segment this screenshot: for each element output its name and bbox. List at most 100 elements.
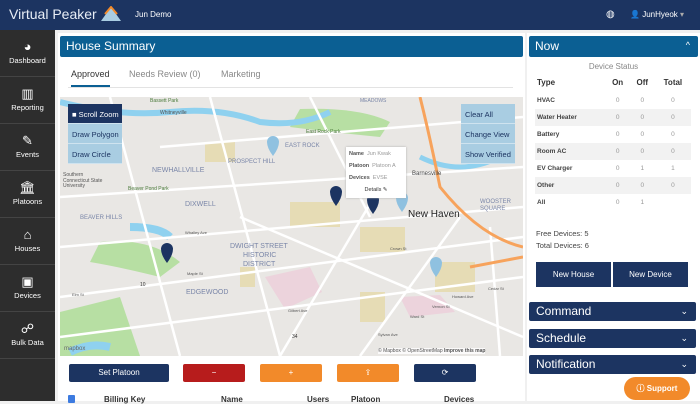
map-label: New Haven [408, 209, 460, 220]
popup-name-label: Name [349, 151, 364, 157]
mapbox-logo[interactable]: mapbox [64, 346, 86, 352]
col-name[interactable]: Name [221, 395, 243, 404]
sidebar-item-label: Houses [14, 244, 41, 253]
add-button[interactable]: + [260, 364, 322, 382]
scroll-zoom-button[interactable]: ■ Scroll Zoom [68, 104, 122, 124]
sidebar-item-devices[interactable]: ▣ Devices [0, 265, 55, 312]
support-label: Support [646, 384, 678, 393]
device-status-title: Device Status [588, 62, 639, 71]
map-label: WOOSTER SQUARE [480, 199, 511, 212]
accordion-title: Schedule [536, 331, 587, 345]
tabs: Approved Needs Review (0) Marketing [68, 66, 513, 88]
tab-approved[interactable]: Approved [71, 69, 110, 87]
cell-total: 1 [671, 165, 675, 172]
sidebar-item-label: Events [16, 150, 39, 159]
sidebar-item-dashboard[interactable]: ◕ Dashboard [0, 30, 55, 77]
map-label: Maple St [187, 271, 203, 276]
map-label: Whitneyville [160, 110, 187, 116]
map-label: MEADOWS [360, 98, 387, 104]
accordion-notification[interactable]: Notification ⌄ [529, 355, 696, 374]
popup-devices-label: Devices [349, 175, 370, 181]
upload-button[interactable]: ⇪ [337, 364, 399, 382]
user-name: JunHyeok [642, 10, 678, 19]
accordion-command[interactable]: Command ⌄ [529, 302, 696, 321]
sidebar-item-label: Bulk Data [11, 338, 44, 347]
brand-logo[interactable]: Virtual Peaker [9, 6, 97, 22]
sidebar-item-events[interactable]: ✎ Events [0, 124, 55, 171]
col-platoon[interactable]: Platoon [351, 395, 381, 404]
cell-total: 0 [654, 177, 691, 194]
map-label: Ward St [410, 314, 425, 319]
now-header[interactable]: Now ^ [529, 36, 698, 57]
sidebar-item-label: Platoons [12, 197, 43, 206]
col-off: Off [636, 78, 649, 87]
accordion-title: Command [536, 304, 592, 318]
top-header: Virtual Peaker Jun Demo ◍ 👤 JunHyeok ▾ [0, 0, 700, 30]
map[interactable]: NEWHALLVILLE PROSPECT HILL EAST ROCK DIXWEL… [60, 97, 523, 356]
dashboard-icon: ◕ [23, 39, 32, 54]
map-label: Bassett Park [150, 98, 179, 104]
map-label: BEAVER HILLS [80, 215, 123, 221]
col-users[interactable]: Users [307, 395, 330, 404]
draw-polygon-button[interactable]: Draw Polygon [68, 124, 122, 144]
tab-marketing[interactable]: Marketing [221, 69, 261, 79]
globe-icon[interactable]: ◍ [606, 9, 615, 20]
sidebar-item-label: Reporting [11, 103, 44, 112]
cell-off: 0 [629, 143, 655, 160]
cell-on: 0 [615, 199, 620, 206]
cell-type: Battery [537, 131, 560, 138]
set-platoon-button[interactable]: Set Platoon [69, 364, 169, 382]
improve-map-link[interactable]: Improve this map [444, 348, 486, 354]
cell-type: All [537, 199, 546, 206]
col-type: Type [537, 78, 556, 87]
chevron-down-icon: ⌄ [680, 359, 688, 369]
map-label: DISTRICT [243, 261, 276, 268]
support-button[interactable]: ⓘ Support [624, 377, 690, 400]
draw-circle-button[interactable]: Draw Circle [68, 144, 122, 164]
right-panel: Now ^ Device Status Type On Off Total HVAC 0 0 0… [527, 33, 700, 401]
map-label: NEWHALLVILLE [152, 167, 205, 174]
cell-on: 0 [615, 165, 620, 172]
map-label: 34 [292, 334, 298, 340]
change-view-button[interactable]: Change View [461, 124, 515, 144]
attribution-text[interactable]: © Mapbox © OpenStreetMap [378, 348, 443, 354]
chevron-up-icon[interactable]: ^ [685, 40, 690, 50]
map-label: Elm St [72, 292, 84, 297]
tab-needs-review[interactable]: Needs Review (0) [129, 69, 201, 79]
refresh-button[interactable]: ⟳ [414, 364, 476, 382]
remove-button[interactable]: − [183, 364, 245, 382]
sidebar-item-platoons[interactable]: 🏛 Platoons [0, 171, 55, 218]
popup-platoon-label: Platoon [349, 163, 370, 169]
sidebar-item-houses[interactable]: ⌂ Houses [0, 218, 55, 265]
sidebar-item-reporting[interactable]: ▥ Reporting [0, 77, 55, 124]
select-all-checkbox[interactable] [68, 395, 75, 403]
cell-total: 0 [671, 97, 675, 104]
map-label: East Rock Park [306, 129, 341, 135]
sidebar-item-bulk-data[interactable]: ☍ Bulk Data [0, 312, 55, 359]
cell-type: Other [535, 177, 606, 194]
cell-off: 0 [640, 131, 645, 138]
map-attribution: © Mapbox © OpenStreetMap Improve this ma… [378, 348, 486, 354]
platoons-icon: 🏛 [19, 180, 36, 195]
popup-details-link[interactable]: Details ✎ [364, 187, 388, 193]
col-on: On [612, 78, 624, 87]
popup-platoon: Platoon A [372, 163, 396, 169]
house-popup: Name Jun Kwak Platoon Platoon A Devices EVS… [346, 147, 406, 198]
map-tiles[interactable] [60, 97, 523, 356]
sidebar-item-label: Devices [14, 291, 41, 300]
new-house-button[interactable]: New House [536, 262, 611, 287]
cell-total: 0 [654, 143, 691, 160]
col-devices[interactable]: Devices [444, 395, 475, 404]
accordion-schedule[interactable]: Schedule ⌄ [529, 329, 696, 348]
bulk-data-icon: ☍ [20, 321, 35, 336]
show-verified-button[interactable]: Show Verified [461, 144, 515, 164]
cell-on: 0 [615, 97, 620, 104]
reporting-icon: ▥ [21, 86, 34, 101]
new-device-button[interactable]: New Device [613, 262, 688, 287]
now-title: Now [535, 39, 560, 53]
chevron-down-icon: ▾ [680, 10, 685, 19]
sidebar: ◕ Dashboard ▥ Reporting ✎ Events 🏛 Platoons ⌂ Hou… [0, 30, 55, 401]
clear-all-button[interactable]: Clear All [461, 104, 515, 124]
user-menu[interactable]: 👤 JunHyeok ▾ [630, 10, 685, 19]
col-billing-key[interactable]: Billing Key [104, 395, 146, 404]
